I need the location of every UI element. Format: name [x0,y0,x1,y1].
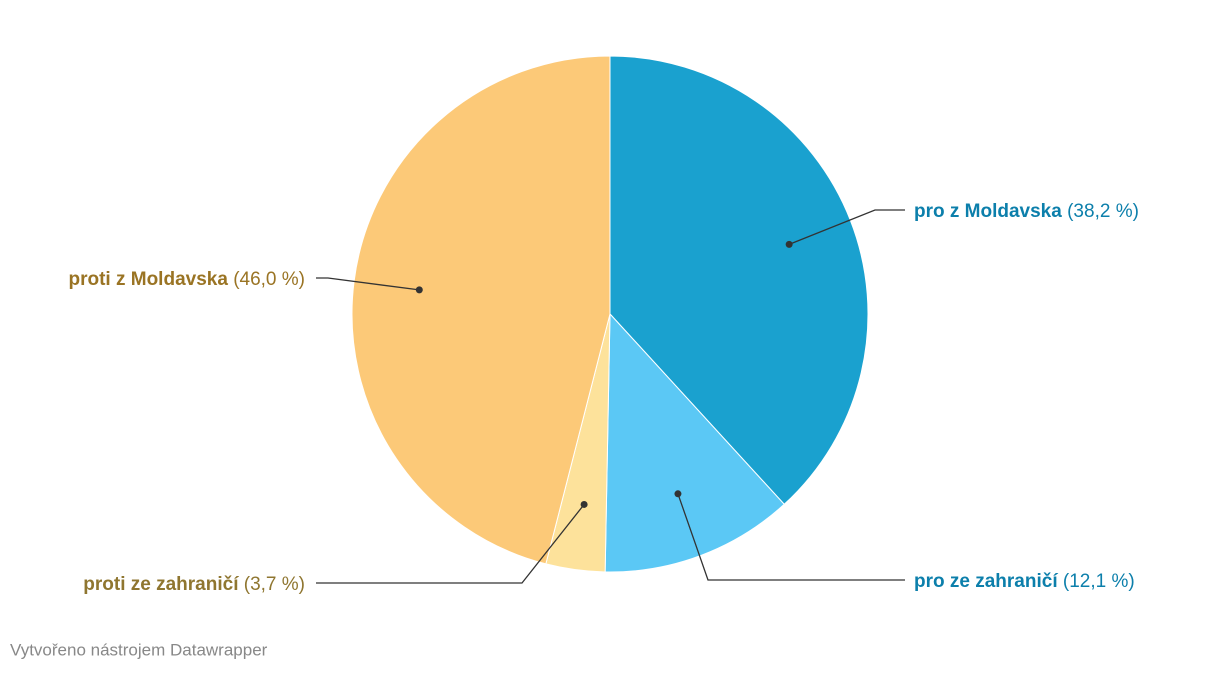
pie-slice [609,55,869,505]
leader-line [788,209,905,245]
label-value: (3,7 %) [244,574,305,595]
leader-dot [674,490,682,498]
label-value: (12,1 %) [1063,571,1135,592]
label-value: (38,2 %) [1067,201,1139,222]
leader-dot [785,240,793,248]
label-name: proti ze zahraničí [83,574,239,595]
leader-line [677,493,905,581]
leader-line [316,504,585,584]
leader-line [316,277,420,291]
label-value: (46,0 %) [233,269,305,290]
leader-dot [415,286,423,294]
label-name: pro ze zahraničí [914,571,1058,592]
slice-label: pro ze zahraničí (12,1 %) [914,571,1135,592]
slice-label: proti z Moldavska (46,0 %) [68,269,305,290]
slice-label: proti ze zahraničí (3,7 %) [83,574,305,595]
leader-dot [580,500,588,508]
label-name: proti z Moldavska [68,269,228,290]
pie-slice [604,312,785,573]
label-name: pro z Moldavska [914,201,1062,222]
credit: Vytvořeno nástrojem Datawrapper [10,640,268,659]
slice-label: pro z Moldavska (38,2 %) [914,201,1139,222]
